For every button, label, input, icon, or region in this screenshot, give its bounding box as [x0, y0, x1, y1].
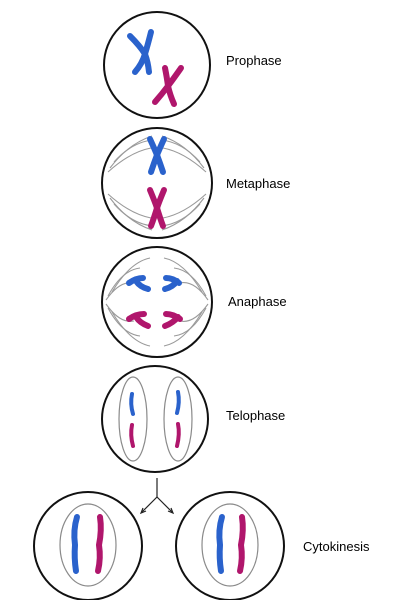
prophase-cell [103, 11, 211, 119]
prophase-label: Prophase [226, 53, 282, 68]
telophase-nucleus-right [163, 376, 193, 462]
metaphase-chromosome-blue [147, 136, 167, 175]
anaphase-cell [101, 246, 213, 358]
prophase-chromosome-magenta [152, 65, 184, 107]
telophase-label: Telophase [226, 408, 286, 423]
cytokinesis-label: Cytokinesis [303, 539, 370, 554]
metaphase-label: Metaphase [226, 176, 291, 191]
metaphase-chromosome-magenta [147, 187, 167, 229]
anaphase-chromatids-blue [126, 275, 182, 292]
daughter-cell-left-membrane [33, 491, 143, 601]
daughter-cell-right-membrane [175, 491, 285, 601]
division-arrows [139, 478, 175, 515]
metaphase-cell [101, 127, 213, 239]
anaphase-cell-membrane [101, 246, 213, 358]
daughter-right-chromatid-blue [216, 514, 225, 574]
arrow-left [141, 496, 158, 513]
prophase-chromosome-blue [127, 29, 154, 75]
daughter-cell-right [175, 491, 285, 601]
daughter-left-chromatid-blue [71, 514, 80, 574]
daughter-cell-right-nucleus [201, 503, 259, 587]
metaphase-cell-membrane [101, 127, 213, 239]
daughter-cell-left-nucleus [59, 503, 117, 587]
anaphase-label: Anaphase [228, 294, 287, 309]
daughter-right-chromatid-magenta [237, 514, 246, 574]
arrow-right-head [167, 507, 175, 515]
telophase-cell [101, 365, 209, 473]
telophase-nucleus-left [118, 376, 148, 462]
telophase-cell-membrane [101, 365, 209, 473]
anaphase-spindle-fibers [105, 257, 209, 347]
telophase-chromatids-left [129, 392, 135, 448]
arrow-left-head [139, 507, 147, 515]
prophase-cell-membrane [103, 11, 211, 119]
anaphase-chromatids-magenta [126, 311, 183, 329]
telophase-chromatids-right [175, 390, 181, 448]
arrow-right [156, 496, 173, 513]
daughter-left-chromatid-magenta [95, 514, 104, 574]
daughter-cell-left [33, 491, 143, 601]
